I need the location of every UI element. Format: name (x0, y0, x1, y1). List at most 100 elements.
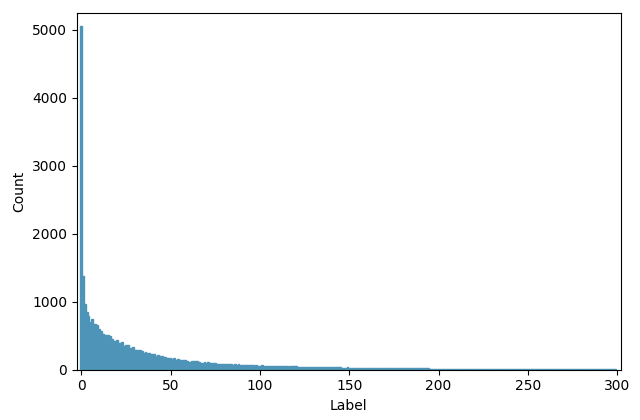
Bar (352, 368, 354, 370)
Bar (529, 369, 531, 370)
Bar (433, 369, 434, 370)
Bar (406, 368, 407, 370)
Bar (559, 369, 561, 370)
Bar (173, 358, 175, 370)
Bar (354, 368, 355, 370)
Bar (111, 339, 113, 370)
Bar (225, 364, 227, 370)
Bar (156, 356, 157, 370)
Bar (511, 369, 513, 370)
Bar (407, 368, 409, 370)
Bar (541, 369, 543, 370)
Bar (100, 331, 102, 370)
Bar (545, 369, 547, 370)
Bar (252, 365, 253, 370)
Bar (95, 324, 97, 370)
Bar (227, 364, 228, 370)
Bar (116, 339, 118, 370)
Bar (209, 362, 211, 370)
Bar (492, 369, 493, 370)
Bar (518, 369, 520, 370)
Bar (163, 357, 164, 370)
Bar (413, 368, 415, 370)
Bar (295, 366, 296, 370)
Bar (305, 367, 307, 370)
Bar (502, 369, 504, 370)
Bar (125, 345, 127, 370)
Bar (420, 368, 422, 370)
Bar (393, 368, 395, 370)
Bar (336, 368, 338, 370)
Bar (443, 369, 445, 370)
Bar (339, 368, 341, 370)
Bar (81, 26, 82, 370)
Bar (132, 347, 134, 370)
Bar (307, 367, 309, 370)
Bar (97, 325, 98, 370)
Bar (228, 364, 230, 370)
Bar (152, 354, 154, 370)
Bar (477, 369, 479, 370)
Bar (425, 368, 427, 370)
Bar (386, 368, 388, 370)
Y-axis label: Count: Count (12, 171, 26, 212)
Bar (540, 369, 541, 370)
Bar (129, 348, 131, 370)
Bar (422, 368, 424, 370)
Bar (452, 369, 454, 370)
Bar (440, 368, 441, 370)
Bar (93, 324, 95, 370)
Bar (134, 350, 136, 370)
Bar (296, 367, 298, 370)
Bar (534, 369, 536, 370)
Bar (253, 365, 255, 370)
Bar (170, 358, 172, 370)
Bar (373, 368, 375, 370)
Bar (481, 369, 483, 370)
Bar (484, 369, 486, 370)
Bar (321, 367, 323, 370)
Bar (284, 366, 286, 370)
Bar (536, 369, 538, 370)
Bar (179, 360, 180, 370)
Bar (280, 366, 282, 370)
Bar (262, 365, 264, 370)
Bar (243, 365, 244, 370)
Bar (221, 364, 223, 370)
Bar (467, 369, 468, 370)
Bar (168, 358, 170, 370)
Bar (368, 368, 370, 370)
Bar (220, 364, 221, 370)
Bar (250, 365, 252, 370)
Bar (488, 369, 490, 370)
Bar (454, 369, 456, 370)
Bar (547, 369, 548, 370)
Bar (543, 369, 545, 370)
Bar (388, 368, 390, 370)
Bar (124, 346, 125, 370)
Bar (161, 357, 163, 370)
Bar (223, 364, 225, 370)
Bar (379, 368, 381, 370)
Bar (516, 369, 518, 370)
Bar (230, 365, 232, 370)
Bar (459, 369, 461, 370)
Bar (436, 369, 438, 370)
Bar (118, 343, 120, 370)
Bar (409, 368, 411, 370)
Bar (377, 368, 379, 370)
Bar (325, 367, 327, 370)
Bar (150, 354, 152, 370)
Bar (198, 362, 200, 370)
Bar (193, 362, 195, 370)
Bar (404, 368, 406, 370)
Bar (277, 366, 278, 370)
Bar (418, 368, 420, 370)
Bar (207, 362, 209, 370)
Bar (282, 367, 284, 370)
Bar (465, 369, 467, 370)
Bar (147, 353, 148, 370)
Bar (463, 369, 465, 370)
Bar (479, 369, 481, 370)
Bar (216, 364, 218, 370)
